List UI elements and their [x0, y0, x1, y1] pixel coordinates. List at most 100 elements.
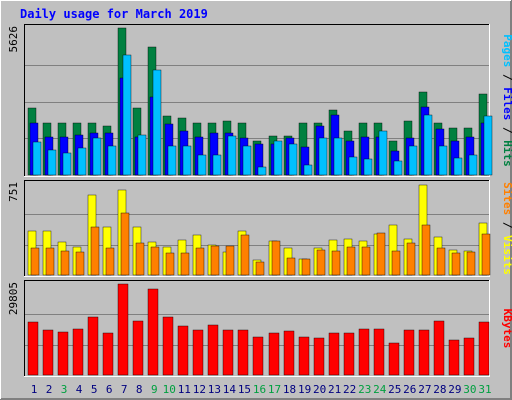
bar-pages-day-16 — [257, 166, 267, 176]
bar-sites-day-31 — [481, 233, 491, 276]
x-tick-label-day-20: 20 — [313, 383, 326, 396]
bar-sites-day-8 — [135, 242, 145, 276]
bar-sites-day-20 — [316, 249, 326, 276]
bar-pages-day-14 — [227, 135, 237, 176]
bar-sites-day-10 — [165, 252, 175, 276]
bar-pages-day-30 — [468, 154, 478, 176]
x-tick-label-day-16: 16 — [253, 383, 266, 396]
x-axis-labels: 1 2 3 4 5 6 7 8 9 10 11 12 13 14 15 16 17 18 19 20 21 22 23 24 2… — [31, 383, 492, 396]
bar-pages-day-5 — [92, 137, 102, 176]
bar-kbytes-day-23 — [358, 328, 370, 376]
bar-kbytes-day-12 — [192, 329, 204, 376]
x-tick-label-day-6: 6 — [106, 383, 113, 396]
panels-layer: 5626 Pages / Files / Hits 751 Sites / Visit… — [7, 24, 512, 377]
x-tick-label-day-14: 14 — [223, 383, 237, 396]
legend-kbytes: KBytes — [501, 309, 512, 349]
x-tick-label-day-1: 1 — [31, 383, 38, 396]
x-tick-label-day-27: 27 — [418, 383, 431, 396]
bar-kbytes-day-14 — [222, 329, 234, 376]
bar-sites-day-6 — [105, 247, 115, 276]
bar-sites-day-30 — [466, 251, 476, 276]
legend-part-2: Files — [501, 87, 512, 120]
bar-kbytes-day-16 — [252, 336, 264, 376]
x-tick-label-day-11: 11 — [178, 383, 191, 396]
x-tick-label-day-2: 2 — [46, 383, 53, 396]
bar-sites-day-21 — [331, 250, 341, 276]
bar-kbytes-day-7 — [117, 283, 129, 376]
bar-sites-day-11 — [180, 252, 190, 276]
bar-pages-day-28 — [438, 145, 448, 176]
x-tick-label-day-21: 21 — [328, 383, 341, 396]
bar-sites-day-28 — [436, 247, 446, 276]
legend-part-4: Hits — [501, 140, 512, 167]
bar-kbytes-day-10 — [162, 316, 174, 376]
bar-pages-day-25 — [393, 160, 403, 176]
x-tick-label-day-15: 15 — [238, 383, 251, 396]
bar-sites-day-24 — [376, 232, 386, 276]
legend-part-0: KBytes — [501, 309, 512, 349]
panel-visits-sites: 751 Sites / Visits — [7, 180, 512, 277]
bar-sites-day-27 — [421, 224, 431, 276]
bar-pages-day-1 — [32, 141, 42, 176]
bar-kbytes-day-11 — [177, 325, 189, 376]
bar-kbytes-day-21 — [328, 332, 340, 376]
bar-sites-day-14 — [225, 245, 235, 276]
legend-visits-sites: Sites / Visits — [501, 182, 512, 275]
bar-sites-day-23 — [361, 246, 371, 276]
bar-pages-day-18 — [288, 143, 298, 176]
x-tick-label-day-13: 13 — [208, 383, 221, 396]
bar-kbytes-day-9 — [147, 288, 159, 376]
bar-sites-day-15 — [240, 234, 250, 276]
x-tick-label-day-19: 19 — [298, 383, 311, 396]
bar-kbytes-day-17 — [268, 332, 280, 376]
bar-sites-day-4 — [75, 251, 85, 276]
bar-kbytes-day-20 — [313, 337, 325, 376]
bar-pages-day-10 — [167, 145, 177, 176]
x-tick-label-day-31: 31 — [478, 383, 491, 396]
bar-pages-day-7 — [122, 54, 132, 176]
bar-kbytes-day-5 — [87, 316, 99, 376]
bar-sites-day-9 — [150, 246, 160, 276]
max-value-label: 29805 — [7, 282, 20, 315]
x-tick-label-day-7: 7 — [121, 383, 128, 396]
x-tick-label-day-3: 3 — [61, 383, 68, 396]
bar-kbytes-day-24 — [373, 328, 385, 376]
bar-pages-day-26 — [408, 145, 418, 176]
x-tick-label-day-10: 10 — [163, 383, 176, 396]
bar-sites-day-2 — [45, 247, 55, 276]
chart-title: Daily usage for March 2019 — [20, 7, 208, 21]
bar-pages-day-12 — [197, 154, 207, 176]
bar-sites-day-22 — [346, 246, 356, 276]
bar-pages-day-4 — [77, 147, 87, 176]
bar-pages-day-31 — [483, 115, 493, 176]
x-tick-label-day-12: 12 — [193, 383, 206, 396]
bar-kbytes-day-18 — [283, 330, 295, 376]
legend-part-0: Pages — [501, 34, 512, 67]
legend-pages-files-hits: Pages / Files / Hits — [501, 34, 512, 167]
bar-kbytes-day-29 — [448, 339, 460, 376]
bar-pages-day-2 — [47, 149, 57, 176]
bar-kbytes-day-28 — [433, 320, 445, 376]
bar-pages-day-22 — [348, 156, 358, 176]
bar-kbytes-day-6 — [102, 332, 114, 376]
bar-sites-day-12 — [195, 247, 205, 276]
bar-sites-day-19 — [301, 258, 311, 276]
x-tick-label-day-24: 24 — [373, 383, 387, 396]
bar-sites-day-16 — [255, 261, 265, 276]
bar-sites-day-3 — [60, 250, 70, 276]
legend-part-3: / — [501, 120, 512, 140]
bar-pages-day-15 — [242, 145, 252, 176]
bar-kbytes-day-26 — [403, 329, 415, 376]
bar-sites-day-5 — [90, 226, 100, 276]
bar-pages-day-11 — [182, 145, 192, 176]
bar-pages-day-24 — [378, 130, 388, 176]
bar-sites-day-17 — [271, 240, 281, 276]
x-tick-label-day-18: 18 — [283, 383, 296, 396]
bar-pages-day-8 — [137, 134, 147, 176]
x-tick-label-day-29: 29 — [448, 383, 461, 396]
x-tick-label-day-17: 17 — [268, 383, 281, 396]
x-tick-label-day-23: 23 — [358, 383, 371, 396]
legend-part-1: / — [501, 67, 512, 87]
legend-part-2: Visits — [501, 235, 512, 275]
bar-pages-day-6 — [107, 145, 117, 176]
